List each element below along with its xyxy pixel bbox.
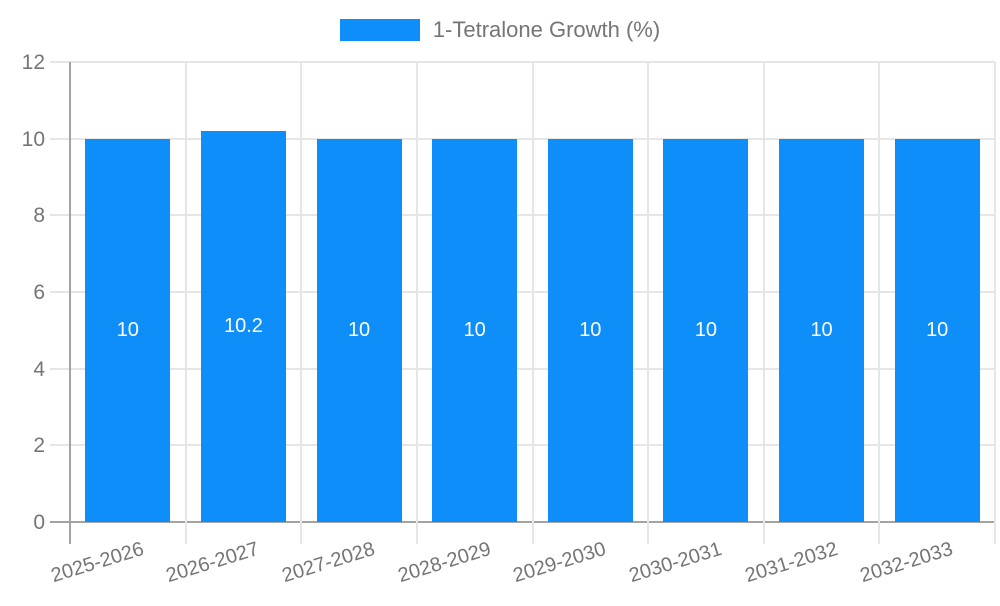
y-gridline [50,61,995,63]
x-gridline [647,62,650,544]
bar-2032-2033[interactable]: 10 [894,138,980,522]
x-gridline [994,62,996,544]
x-gridline [531,62,534,544]
y-tick-label: 6 [33,281,45,304]
bar-2026-2027[interactable]: 10.2 [200,131,286,522]
bar-value-label: 10 [694,318,718,341]
y-axis-line [69,62,71,544]
bar-value-label: 10 [579,318,602,341]
y-gridline [50,444,995,447]
y-gridline [50,367,995,370]
bar-value-label: 10 [463,318,486,341]
y-tick-label: 0 [33,511,45,534]
y-tick-label: 8 [33,204,45,228]
bar-2030-2031[interactable]: 10 [663,138,749,522]
legend-swatch [339,19,420,41]
bar-2029-2030[interactable]: 10 [547,138,633,522]
x-gridline [184,62,187,544]
bar-2027-2028[interactable]: 10 [316,138,402,522]
legend-label: 1-Tetralone Growth (%) [432,17,661,42]
bar-value-label: 10 [926,318,949,341]
x-axis-baseline [50,521,995,523]
bar-value-label: 10 [116,318,139,341]
bar-value-label: 10.2 [223,315,263,337]
y-gridline [50,214,995,217]
x-gridline [415,62,418,544]
bar-2031-2032[interactable]: 10 [779,138,865,522]
y-tick-label: 12 [21,51,45,74]
bar-value-label: 10 [347,318,371,341]
legend[interactable]: 1-Tetralone Growth (%) [0,18,1000,42]
x-gridline [878,62,881,544]
y-gridline [50,137,995,140]
y-tick-label: 10 [21,127,45,151]
bar-2025-2026[interactable]: 10 [85,138,171,522]
y-tick-label: 4 [33,357,45,381]
bar-2028-2029[interactable]: 10 [432,138,518,522]
y-gridline [50,291,995,293]
x-gridline [762,62,765,544]
bar-value-label: 10 [810,318,833,341]
y-tick-label: 2 [33,434,45,458]
x-gridline [300,62,303,544]
